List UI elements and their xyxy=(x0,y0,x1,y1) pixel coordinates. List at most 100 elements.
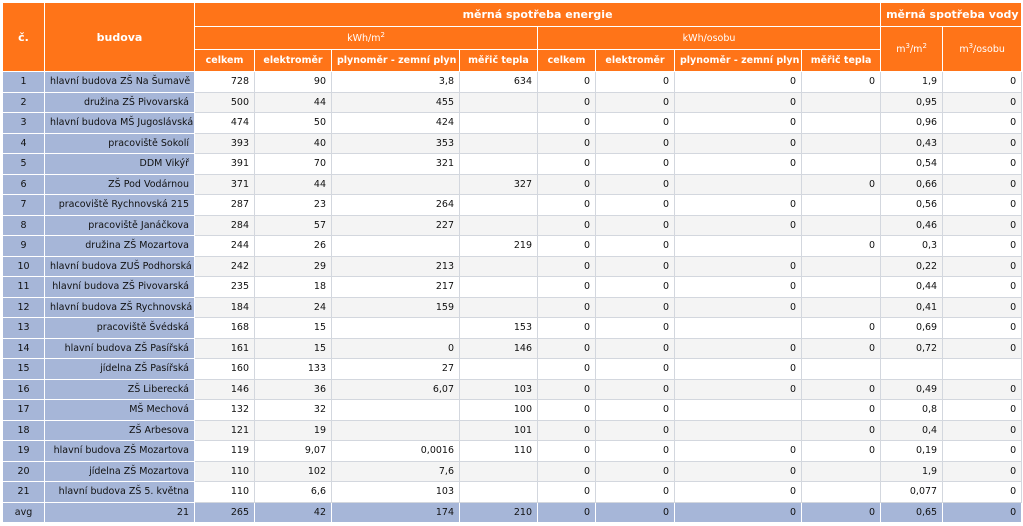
table-cell: 0 xyxy=(800,317,882,339)
table-cell: 0,22 xyxy=(880,255,944,277)
table-cell: 110 xyxy=(459,440,538,462)
table-cell: 0 xyxy=(537,337,596,359)
table-cell: 42 xyxy=(254,501,332,523)
table-cell: 0 xyxy=(800,440,882,462)
table-cell: 159 xyxy=(331,296,460,318)
table-cell: 0 xyxy=(595,214,675,236)
row-number: 15 xyxy=(2,358,45,380)
table-cell: 0 xyxy=(942,501,1023,523)
table-cell: 0 xyxy=(942,460,1023,482)
table-cell: 287 xyxy=(194,194,255,216)
row-number: 6 xyxy=(2,173,45,195)
table-cell: 90 xyxy=(254,71,332,93)
table-cell: 161 xyxy=(194,337,255,359)
table-cell: 0 xyxy=(595,378,675,400)
table-cell: 0 xyxy=(595,91,675,113)
table-cell: 244 xyxy=(194,235,255,257)
table-cell: 0 xyxy=(537,214,596,236)
row-number: 9 xyxy=(2,235,45,257)
building-name: pracoviště Rychnovská 215 xyxy=(44,194,195,216)
unit-kwh-person-header: kWh/osobu xyxy=(536,26,882,50)
table-cell: 0 xyxy=(674,153,802,175)
building-name: družina ZŠ Mozartova xyxy=(44,235,195,257)
table-cell: 0 xyxy=(595,194,675,216)
table-row: 1 hlavní budova ZŠ Na Šumavě 728 90 3,8 634 0 0… xyxy=(2,71,1023,93)
table-cell: 474 xyxy=(194,112,255,134)
building-name: MŠ Mechová xyxy=(44,399,195,421)
row-number: 8 xyxy=(2,214,45,236)
table-cell: 0 xyxy=(537,481,596,503)
table-cell: 40 xyxy=(254,132,332,154)
sub-header: měřič tepla xyxy=(800,49,882,72)
table-row: 2 družina ZŠ Pivovarská 500 44 455 0 0 0 0,95 0 xyxy=(2,91,1023,113)
table-cell: 0 xyxy=(674,214,802,236)
table-cell: 15 xyxy=(254,337,332,359)
row-number: 2 xyxy=(2,91,45,113)
table-cell: 0 xyxy=(537,153,596,175)
table-cell: 0 xyxy=(674,91,802,113)
table-cell xyxy=(800,132,882,154)
table-cell: 0 xyxy=(595,337,675,359)
row-number: 1 xyxy=(2,71,45,93)
table-cell: 0 xyxy=(537,194,596,216)
table-cell: 7,6 xyxy=(331,460,460,482)
table-cell xyxy=(674,317,802,339)
table-row: 20 jídelna ZŠ Mozartova 110 102 7,6 0 0 0 1,9 0 xyxy=(2,460,1023,482)
table-cell: 0 xyxy=(942,296,1023,318)
table-cell: 121 xyxy=(194,419,255,441)
table-cell: 133 xyxy=(254,358,332,380)
table-cell: 0 xyxy=(800,419,882,441)
table-cell: 265 xyxy=(194,501,255,523)
sub-header: celkem xyxy=(537,49,596,72)
building-name: družina ZŠ Pivovarská xyxy=(44,91,195,113)
table-cell: 3,8 xyxy=(331,71,460,93)
table-cell: 24 xyxy=(254,296,332,318)
table-cell: 0 xyxy=(537,173,596,195)
table-cell: 1,9 xyxy=(880,460,944,482)
table-cell: 0 xyxy=(674,337,802,359)
table-cell: 132 xyxy=(194,399,255,421)
table-cell: 353 xyxy=(331,132,460,154)
table-cell xyxy=(459,132,538,154)
table-cell: 44 xyxy=(254,91,332,113)
table-cell: 0 xyxy=(595,153,675,175)
table-cell: 0 xyxy=(595,358,675,380)
table-row: 21 hlavní budova ZŠ 5. května 110 6,6 103 0 0 0… xyxy=(2,481,1023,503)
table-cell: 0 xyxy=(595,296,675,318)
table-cell xyxy=(880,358,944,380)
table-cell: 0 xyxy=(537,440,596,462)
table-cell xyxy=(800,112,882,134)
table-cell: 57 xyxy=(254,214,332,236)
table-cell: 0,95 xyxy=(880,91,944,113)
table-cell xyxy=(800,296,882,318)
table-cell: 0 xyxy=(537,296,596,318)
table-cell xyxy=(674,419,802,441)
table-cell: 0 xyxy=(942,173,1023,195)
col-number-header: č. xyxy=(2,2,45,72)
table-cell: 0 xyxy=(942,214,1023,236)
table-cell: 0 xyxy=(537,460,596,482)
table-cell: 0 xyxy=(537,132,596,154)
building-name: hlavní budova ZUŠ Podhorská xyxy=(44,255,195,277)
table-cell: 0 xyxy=(595,399,675,421)
table-cell: 0 xyxy=(674,71,802,93)
table-cell: 119 xyxy=(194,440,255,462)
table-cell: 0 xyxy=(674,276,802,298)
table-cell: 0 xyxy=(942,255,1023,277)
table-cell: 0 xyxy=(942,194,1023,216)
table-cell: 0 xyxy=(674,296,802,318)
table-cell: 36 xyxy=(254,378,332,400)
table-row: 7 pracoviště Rychnovská 215 287 23 264 0 0 0 0,5… xyxy=(2,194,1023,216)
table-cell: 26 xyxy=(254,235,332,257)
row-number: 7 xyxy=(2,194,45,216)
table-row: 5 DDM Vikýř 391 70 321 0 0 0 0,54 0 xyxy=(2,153,1023,175)
table-cell: 0 xyxy=(674,460,802,482)
unit-kwh-m2-header: kWh/m2 xyxy=(194,26,538,50)
table-cell: 1,9 xyxy=(880,71,944,93)
building-name: jídelna ZŠ Mozartova xyxy=(44,460,195,482)
sub-header: elektroměr xyxy=(595,49,675,72)
table-row: 4 pracoviště Sokolí 393 40 353 0 0 0 0,43 0 xyxy=(2,132,1023,154)
table-cell: 0 xyxy=(674,132,802,154)
table-cell: 0 xyxy=(674,481,802,503)
